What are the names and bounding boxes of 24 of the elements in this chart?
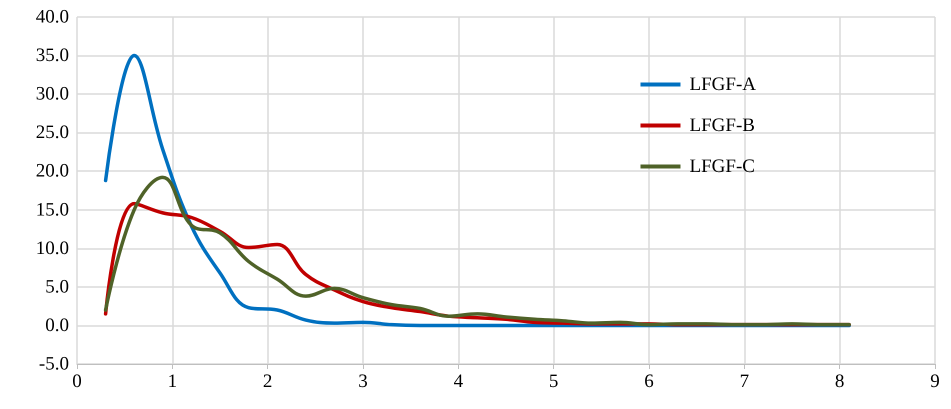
y-tick-label: 30.0 [36,84,69,105]
x-tick-label: 1 [168,371,178,392]
x-tick-label: 6 [644,371,654,392]
y-tick-label: 15.0 [36,199,69,220]
y-tick-label: 10.0 [36,238,69,259]
x-tick-label: 3 [358,371,368,392]
x-tick-label: 8 [834,371,844,392]
y-tick-label: 25.0 [36,122,69,144]
y-tick-label: 35.0 [36,45,69,66]
y-tick-label: 0.0 [45,314,69,336]
legend-label: LFGF-A [689,74,756,95]
legend-label: LFGF-B [689,115,755,136]
x-tick-label: 9 [930,371,940,392]
x-tick-label: 5 [548,371,558,392]
legend-label: LFGF-C [689,156,755,177]
y-tick-label: 5.0 [45,276,69,298]
line-series [104,176,851,326]
y-tick-label: -5.0 [38,354,69,374]
y-tick-label: 40.0 [36,6,69,28]
x-tick-label: 7 [740,371,750,392]
y-tick-label: 20.0 [36,160,69,182]
x-tick-label: 2 [262,371,272,392]
x-tick-label: 4 [454,371,464,392]
x-tick-label: 0 [72,371,82,392]
